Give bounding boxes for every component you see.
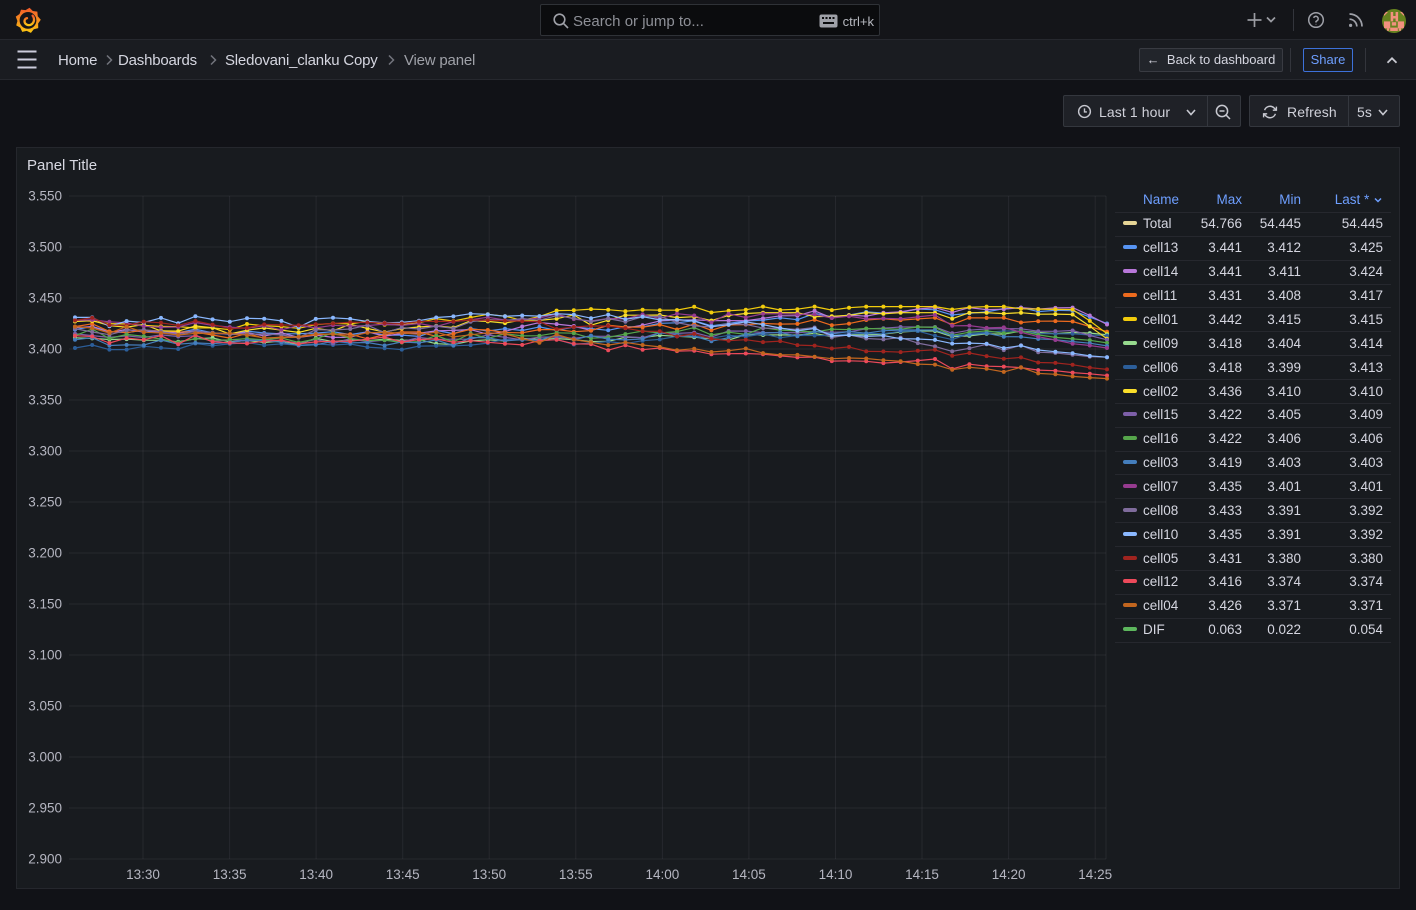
svg-text:3.300: 3.300 [28,444,62,459]
svg-text:3.150: 3.150 [28,597,62,612]
svg-text:14:10: 14:10 [819,867,853,882]
svg-text:13:45: 13:45 [386,867,420,882]
svg-text:14:00: 14:00 [646,867,680,882]
svg-text:3.350: 3.350 [28,393,62,408]
svg-text:13:55: 13:55 [559,867,593,882]
svg-text:3.500: 3.500 [28,240,62,255]
svg-text:3.100: 3.100 [28,648,62,663]
svg-text:3.200: 3.200 [28,546,62,561]
svg-text:3.000: 3.000 [28,750,62,765]
svg-text:14:20: 14:20 [992,867,1026,882]
svg-text:3.250: 3.250 [28,495,62,510]
svg-text:3.450: 3.450 [28,291,62,306]
svg-text:14:05: 14:05 [732,867,766,882]
svg-text:3.550: 3.550 [28,189,62,204]
svg-text:3.050: 3.050 [28,699,62,714]
svg-text:2.900: 2.900 [28,852,62,867]
svg-text:3.400: 3.400 [28,342,62,357]
svg-text:13:50: 13:50 [472,867,506,882]
svg-text:14:25: 14:25 [1078,867,1112,882]
svg-text:2.950: 2.950 [28,801,62,816]
svg-text:13:30: 13:30 [126,867,160,882]
svg-text:13:35: 13:35 [213,867,247,882]
svg-text:13:40: 13:40 [299,867,333,882]
svg-text:14:15: 14:15 [905,867,939,882]
